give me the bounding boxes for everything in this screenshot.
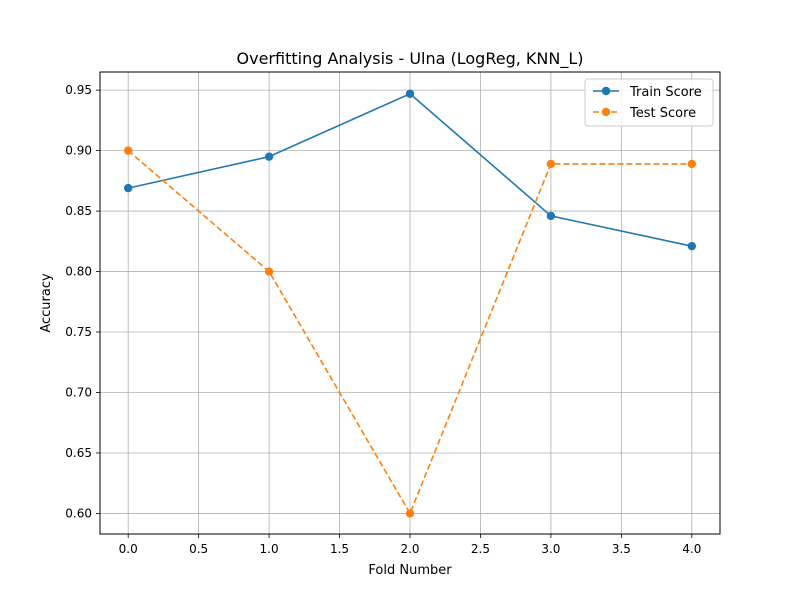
- train-score-point: [123, 183, 133, 193]
- test-score-point: [687, 159, 697, 169]
- y-tick-label: 0.65: [65, 446, 92, 460]
- x-tick-label: 0.0: [119, 542, 138, 556]
- train-score-point: [405, 89, 415, 98]
- legend-label: Train Score: [629, 85, 702, 100]
- series-train-score: [123, 89, 697, 251]
- x-axis-label: Fold Number: [368, 563, 452, 578]
- x-tick-label: 2.0: [400, 542, 419, 556]
- test-score-point: [264, 267, 274, 276]
- test-score-point: [405, 509, 415, 518]
- y-tick-label: 0.80: [65, 265, 92, 279]
- legend: Train Score Test Score: [584, 78, 714, 127]
- grid: [100, 72, 720, 534]
- y-tick-label: 0.95: [65, 83, 92, 97]
- legend-marker: [601, 86, 611, 96]
- y-tick-label: 0.75: [65, 325, 92, 339]
- x-tick-label: 1.5: [330, 542, 349, 556]
- test-score-point: [123, 146, 133, 155]
- series-layer: [123, 89, 697, 518]
- y-tick-label: 0.60: [65, 506, 92, 520]
- y-tick-label: 0.70: [65, 385, 92, 399]
- y-axis: 0.60 0.65 0.70 0.75 0.80 0.85 0.90 0.95: [65, 83, 100, 520]
- x-axis: 0.0 0.5 1.0 1.5 2.0 2.5 3.0 3.5 4.0: [119, 534, 701, 556]
- x-tick-label: 1.0: [260, 542, 279, 556]
- legend-item-train-score: Train Score: [593, 85, 702, 100]
- series-test-score: [123, 146, 697, 518]
- x-tick-label: 3.0: [541, 542, 560, 556]
- x-tick-label: 2.5: [471, 542, 490, 556]
- x-tick-label: 0.5: [189, 542, 208, 556]
- y-tick-label: 0.90: [65, 144, 92, 158]
- chart-title: Overfitting Analysis - Ulna (LogReg, KNN…: [237, 49, 584, 69]
- x-tick-label: 3.5: [612, 542, 631, 556]
- test-score-point: [546, 159, 556, 169]
- y-tick-label: 0.85: [65, 204, 92, 218]
- legend-item-test-score: Test Score: [593, 106, 696, 121]
- legend-label: Test Score: [629, 106, 696, 121]
- train-score-point: [264, 152, 274, 161]
- train-score-point: [546, 211, 556, 221]
- y-axis-label: Accuracy: [39, 273, 54, 333]
- legend-marker: [601, 107, 611, 117]
- train-score-point: [687, 241, 697, 251]
- x-tick-label: 4.0: [682, 542, 701, 556]
